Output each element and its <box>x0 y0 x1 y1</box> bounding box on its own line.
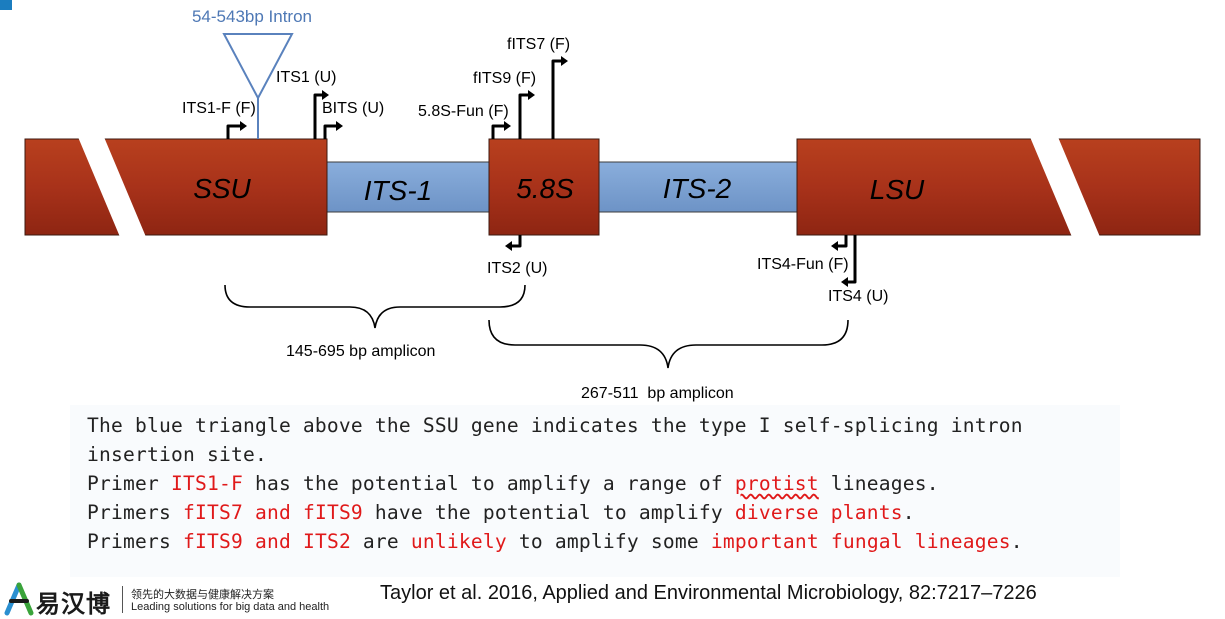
its-region-diagram: SSU ITS-1 5.8S ITS-2 LSU 54-543bp Intron <box>24 7 1201 402</box>
primer-bits-arrow <box>323 121 343 139</box>
primer-its4fun-arrow <box>831 235 848 251</box>
note-line-2-text: insertion site. <box>87 443 267 466</box>
logo-divider <box>122 586 123 613</box>
note-line-2: insertion site. <box>87 443 267 466</box>
note-line-3-primer: ITS1-F <box>170 472 243 495</box>
primer-its4fun-label: ITS4-Fun (F) <box>757 256 849 273</box>
note-line-3-a: Primer <box>87 472 171 495</box>
note-line-3-c: has the potential to amplify a range of <box>242 472 735 495</box>
note-line-5-a: Primers <box>87 530 183 553</box>
amplicon-brace-1 <box>224 284 526 329</box>
its2-label: ITS-2 <box>663 173 732 204</box>
its1-spacer <box>326 161 490 213</box>
primer-fits9-label: fITS9 (F) <box>473 70 536 87</box>
intron-label: 54-543bp Intron <box>192 7 312 26</box>
corner-accent <box>0 0 12 10</box>
tagline-en: Leading solutions for big data and healt… <box>131 601 330 613</box>
note-line-1-text: The blue triangle above the SSU gene ind… <box>87 414 1023 437</box>
primer-its1f-label: ITS1-F (F) <box>182 100 256 117</box>
primer-its1u-label: ITS1 (U) <box>276 69 336 86</box>
s58-gene <box>488 138 600 236</box>
primer-fits7-arrow <box>551 56 568 139</box>
note-line-4-a: Primers <box>87 501 183 524</box>
intron-triangle <box>222 33 294 139</box>
tagline-cn: 领先的大数据与健康解决方案 <box>131 588 274 601</box>
note-line-5: Primers fITS9 and ITS2 are unlikely to a… <box>87 530 1023 553</box>
primer-its2-arrow <box>505 235 522 251</box>
note-line-5-c: are <box>350 530 411 553</box>
lsu-label: LSU <box>870 174 925 205</box>
lsu-break-stripe <box>1030 137 1100 237</box>
note-line-5-unlikely: unlikely <box>410 530 507 553</box>
amplicon-2-label: 267-511 bp amplicon <box>581 385 734 402</box>
its2-spacer <box>598 161 798 213</box>
ssu-label: SSU <box>193 173 251 204</box>
note-line-4-plants: diverse plants <box>734 501 903 524</box>
company-logo-icon <box>4 582 34 616</box>
primer-its2u-label: ITS2 (U) <box>487 260 547 277</box>
primer-its1f-arrow <box>226 121 247 139</box>
note-line-5-e: to amplify some <box>506 530 711 553</box>
its1-label: ITS-1 <box>364 175 432 206</box>
primer-its1-arrow <box>313 90 329 139</box>
primer-fits7-label: fITS7 (F) <box>507 36 570 53</box>
note-line-5-primers: fITS9 and ITS2 <box>182 530 351 553</box>
ssu-break-stripe <box>78 137 146 237</box>
note-line-4-c: have the potential to amplify <box>362 501 735 524</box>
lsu-gene <box>796 138 1201 236</box>
primer-58sfun-arrow <box>491 121 511 139</box>
company-logo-text: 易汉博 <box>36 590 111 618</box>
notes-panel <box>70 405 1120 577</box>
note-line-4-primers: fITS7 and fITS9 <box>182 501 363 524</box>
note-line-4: Primers fITS7 and fITS9 have the potenti… <box>87 501 915 524</box>
primer-its4-arrow <box>841 235 857 287</box>
ssu-gene <box>24 138 328 236</box>
primer-58sfun-label: 5.8S-Fun (F) <box>418 103 509 120</box>
amplicon-brace-2 <box>488 319 849 369</box>
note-line-4-e: . <box>902 501 915 524</box>
note-line-3: Primer ITS1-F has the potential to ampli… <box>87 472 939 495</box>
citation: Taylor et al. 2016, Applied and Environm… <box>380 582 1037 604</box>
note-line-5-fungal: important fungal lineages <box>710 530 1011 553</box>
amplicon-1-label: 145-695 bp amplicon <box>286 343 435 360</box>
primer-bits-label: BITS (U) <box>322 100 384 117</box>
note-line-5-g: . <box>1010 530 1023 553</box>
note-line-1: The blue triangle above the SSU gene ind… <box>87 414 1023 437</box>
primer-fits9-arrow <box>518 90 535 139</box>
note-line-3-protist: protist <box>734 472 819 495</box>
primer-its4u-label: ITS4 (U) <box>828 288 888 305</box>
s58-label: 5.8S <box>516 173 574 204</box>
note-line-3-e: lineages. <box>818 472 939 495</box>
